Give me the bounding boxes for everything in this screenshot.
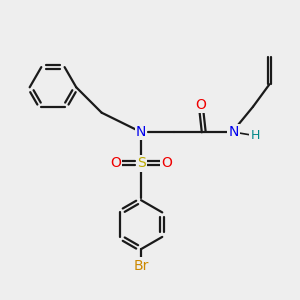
Text: S: S [137, 156, 146, 170]
Text: O: O [110, 156, 121, 170]
Text: Br: Br [134, 259, 149, 273]
Text: O: O [195, 98, 206, 112]
Text: N: N [228, 125, 239, 139]
Text: O: O [161, 156, 172, 170]
Text: H: H [250, 129, 260, 142]
Text: N: N [136, 125, 146, 139]
